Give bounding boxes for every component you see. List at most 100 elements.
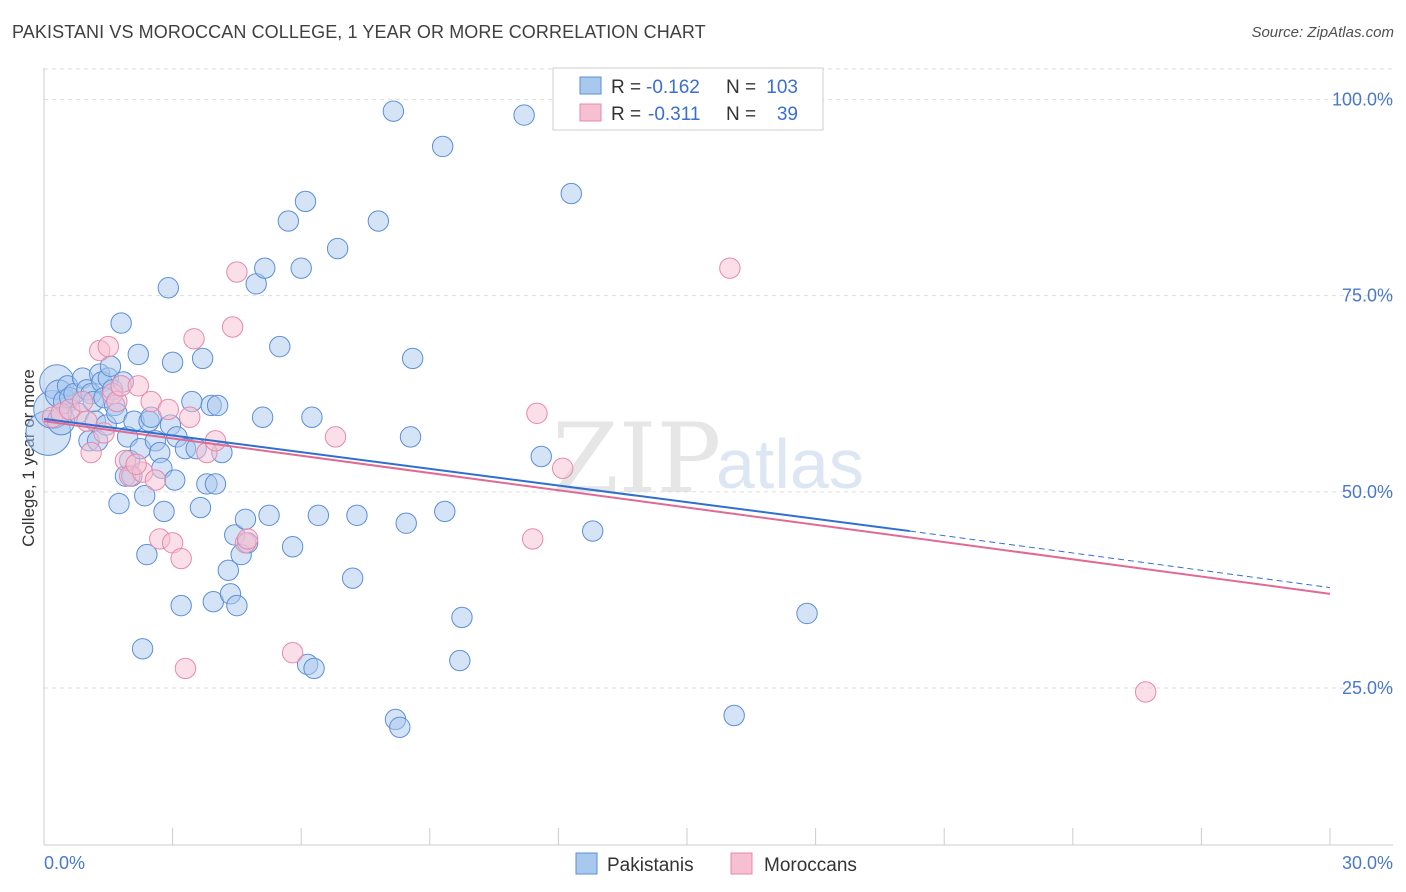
pakistanis-point-74 bbox=[277, 210, 300, 232]
pakistanis-point-65 bbox=[226, 594, 248, 617]
pakistanis-point-95 bbox=[449, 649, 471, 672]
bottom-legend-label-moroccans: Moroccans bbox=[764, 855, 857, 876]
trend-line-pakistanis bbox=[43, 417, 911, 533]
watermark-zip: ZIP bbox=[552, 403, 721, 515]
pakistanis-point-100 bbox=[723, 704, 745, 727]
pakistanis-point-27 bbox=[110, 312, 132, 334]
y-tick-label-25: 25.0% bbox=[1342, 678, 1393, 698]
pakistanis-point-47 bbox=[161, 351, 184, 374]
moroccans-point-38 bbox=[125, 453, 147, 476]
pakistanis-point-67 bbox=[234, 508, 257, 530]
pakistanis-point-76 bbox=[290, 257, 312, 279]
pakistanis-point-99 bbox=[581, 520, 604, 542]
moroccans-point-35 bbox=[719, 257, 741, 279]
moroccans-point-21 bbox=[174, 657, 197, 680]
x-tick-label-max: 30.0% bbox=[1342, 853, 1393, 873]
pakistanis-point-72 bbox=[258, 504, 280, 527]
moroccans-point-32 bbox=[521, 528, 544, 550]
pakistanis-point-84 bbox=[346, 504, 368, 527]
moroccans-point-7 bbox=[97, 335, 119, 358]
legend-swatch-moroccans bbox=[579, 103, 602, 122]
y-tick-labels: 25.0% 50.0% 75.0% 100.0% bbox=[1332, 89, 1393, 698]
y-axis-title: College, 1 year or more bbox=[19, 369, 38, 547]
moroccans-point-23 bbox=[183, 328, 205, 350]
pakistanis-point-79 bbox=[301, 406, 323, 428]
moroccans-point-34 bbox=[551, 457, 574, 479]
legend-swatch-pakistanis bbox=[579, 76, 602, 95]
moroccans-point-29 bbox=[236, 528, 259, 550]
moroccans-point-20 bbox=[170, 547, 192, 570]
bottom-legend-label-pakistanis: Pakistanis bbox=[607, 855, 694, 876]
pakistanis-point-73 bbox=[269, 335, 291, 358]
pakistanis-point-88 bbox=[389, 716, 411, 738]
pakistanis-point-101 bbox=[796, 602, 818, 625]
bottom-legend-swatch-pakistanis bbox=[575, 852, 598, 875]
pakistanis-point-48 bbox=[164, 469, 186, 491]
legend-n-value-pakistanis: 103 bbox=[766, 77, 798, 98]
pakistanis-point-89 bbox=[395, 512, 417, 534]
legend-r-value-moroccans: -0.311 bbox=[648, 104, 700, 125]
moroccans-point-13 bbox=[127, 375, 150, 397]
pakistanis-point-45 bbox=[157, 277, 180, 299]
chart-source: Source: ZipAtlas.com bbox=[1251, 24, 1394, 41]
pakistanis-point-82 bbox=[326, 237, 349, 260]
y-tick-label-50: 50.0% bbox=[1342, 482, 1393, 502]
pakistanis-point-91 bbox=[401, 347, 424, 370]
moroccans-point-22 bbox=[179, 406, 201, 428]
legend-r-label-moroccans: R = bbox=[611, 104, 641, 125]
moroccans-point-30 bbox=[281, 642, 304, 664]
y-tick-label-100: 100.0% bbox=[1332, 89, 1393, 109]
moroccans-point-36 bbox=[1134, 681, 1157, 703]
pakistanis-point-81 bbox=[307, 504, 330, 527]
moroccans-point-31 bbox=[324, 426, 347, 448]
pakistanis-point-50 bbox=[170, 594, 192, 617]
trend-line-moroccans bbox=[43, 420, 1331, 595]
y-tick-label-75: 75.0% bbox=[1342, 286, 1393, 306]
pakistanis-point-75 bbox=[281, 536, 304, 558]
legend-n-label-moroccans: N = bbox=[726, 104, 756, 125]
moroccans-point-16 bbox=[144, 469, 167, 491]
pakistanis-point-26 bbox=[108, 492, 130, 515]
x-ticks bbox=[43, 828, 1331, 845]
moroccans-point-33 bbox=[526, 402, 548, 425]
pakistanis-point-55 bbox=[191, 347, 214, 370]
top-legend: R = -0.162 N = 103 R = -0.311 N = 39 bbox=[552, 67, 824, 131]
pakistanis-point-71 bbox=[254, 257, 276, 279]
pakistanis-point-93 bbox=[434, 500, 456, 523]
series-moroccans-points bbox=[41, 257, 1157, 703]
chart-title: PAKISTANI VS MOROCCAN COLLEGE, 1 YEAR OR… bbox=[12, 22, 706, 42]
grid bbox=[44, 68, 1393, 689]
trend-lines bbox=[43, 417, 1331, 595]
pakistanis-point-96 bbox=[513, 104, 535, 126]
bottom-legend: Pakistanis Moroccans bbox=[575, 852, 857, 876]
legend-r-label-pakistanis: R = bbox=[611, 77, 641, 98]
pakistanis-point-37 bbox=[134, 485, 156, 507]
pakistanis-point-36 bbox=[131, 638, 154, 660]
moroccans-point-5 bbox=[80, 441, 102, 464]
pakistanis-point-80 bbox=[303, 657, 325, 680]
pakistanis-point-98 bbox=[560, 182, 582, 205]
pakistanis-point-34 bbox=[127, 343, 150, 366]
pakistanis-point-62 bbox=[217, 559, 240, 581]
pakistanis-point-59 bbox=[204, 473, 227, 495]
pakistanis-point-94 bbox=[451, 606, 473, 629]
pakistanis-point-83 bbox=[341, 567, 364, 589]
legend-n-value-moroccans: 39 bbox=[777, 104, 798, 125]
moroccans-point-3 bbox=[71, 390, 94, 413]
trend-line-pakistanis-extension bbox=[909, 530, 1331, 589]
pakistanis-point-54 bbox=[189, 496, 212, 519]
x-tick-label-min: 0.0% bbox=[44, 853, 85, 873]
moroccans-point-18 bbox=[157, 398, 180, 421]
legend-r-value-pakistanis: -0.162 bbox=[646, 77, 700, 98]
pakistanis-point-60 bbox=[206, 394, 229, 417]
moroccans-point-28 bbox=[221, 316, 244, 338]
pakistanis-point-92 bbox=[431, 135, 454, 158]
pakistanis-point-44 bbox=[153, 500, 175, 523]
pakistanis-point-85 bbox=[367, 210, 390, 232]
pakistanis-point-38 bbox=[136, 543, 158, 566]
bottom-legend-swatch-moroccans bbox=[730, 852, 753, 875]
pakistanis-point-86 bbox=[382, 100, 405, 122]
pakistanis-point-77 bbox=[294, 190, 317, 213]
watermark-atlas: atlas bbox=[716, 425, 864, 503]
